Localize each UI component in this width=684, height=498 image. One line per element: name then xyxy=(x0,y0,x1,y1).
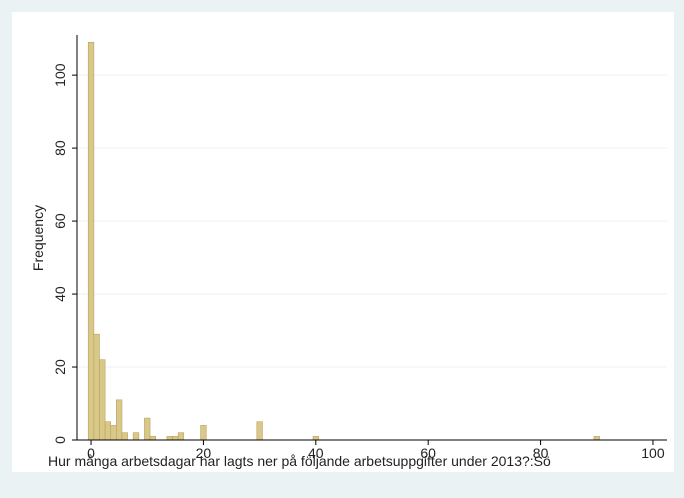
bar xyxy=(93,333,100,441)
x-tick-label: 100 xyxy=(641,445,665,461)
bar xyxy=(132,432,140,441)
bar xyxy=(166,436,173,441)
bar xyxy=(256,421,263,441)
graph-region xyxy=(12,12,674,472)
bar xyxy=(149,436,156,441)
bar xyxy=(99,359,106,441)
bar xyxy=(87,41,95,441)
y-axis-label: Frequency xyxy=(30,205,46,271)
x-tick-label: 20 xyxy=(196,445,212,461)
bar xyxy=(312,436,319,441)
x-tick-label: 0 xyxy=(87,445,95,461)
y-tick-label: 20 xyxy=(52,359,68,375)
bar xyxy=(200,425,207,441)
x-tick-label: 60 xyxy=(420,445,436,461)
bar xyxy=(116,399,123,441)
bar xyxy=(172,436,179,441)
y-tick-label: 80 xyxy=(52,140,68,156)
bar xyxy=(121,432,128,441)
bar xyxy=(177,432,185,441)
y-tick-label: 0 xyxy=(52,436,68,444)
bar xyxy=(144,417,151,441)
bar xyxy=(110,425,117,441)
bar xyxy=(104,421,112,441)
y-tick-label: 60 xyxy=(52,213,68,229)
y-tick-label: 100 xyxy=(52,63,68,87)
x-tick-label: 80 xyxy=(533,445,549,461)
bar xyxy=(593,436,600,441)
x-axis-label: Hur många arbetsdagar har lagts ner på f… xyxy=(48,453,551,469)
x-tick-label: 40 xyxy=(308,445,324,461)
y-tick-label: 40 xyxy=(52,286,68,302)
